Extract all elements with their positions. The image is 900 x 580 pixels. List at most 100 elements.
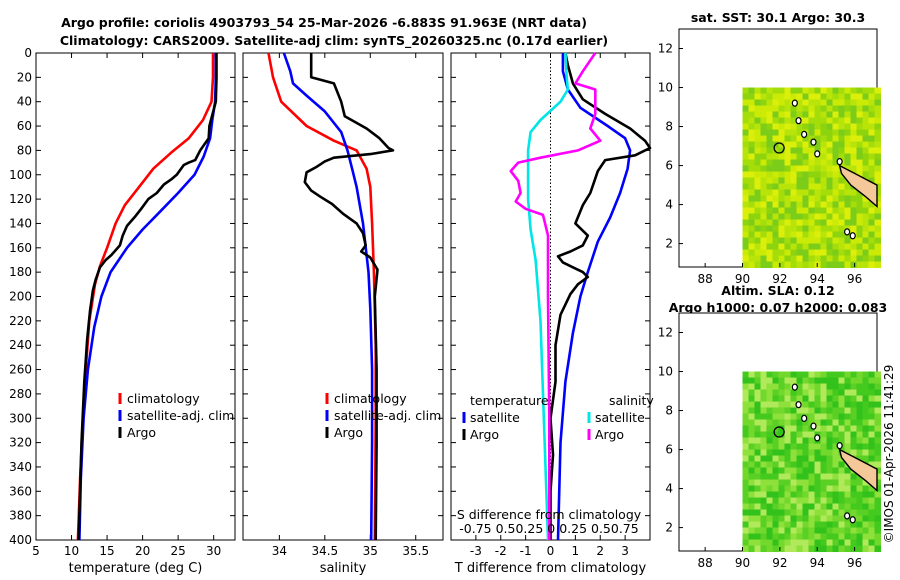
sla_map-field-cell — [820, 527, 828, 535]
sst_map-field-cell — [748, 189, 756, 197]
sla_map-field-cell — [808, 437, 816, 445]
sst_map-field-cell — [778, 129, 786, 137]
sla_map-field-cell — [820, 539, 828, 547]
sst_map-field-cell — [748, 171, 756, 179]
sla_map-field-cell — [796, 407, 804, 415]
sla_map-field-cell — [838, 407, 846, 415]
sst_map-field-cell — [790, 153, 798, 161]
sst_map-field-cell — [772, 255, 780, 263]
sla_map-field-cell — [778, 437, 786, 445]
sla_map-field-cell — [754, 437, 762, 445]
sla_map-field-cell — [862, 455, 870, 463]
sla_map-field-cell — [850, 425, 858, 433]
sst_map-field-cell — [838, 261, 846, 269]
sst_map-field-cell — [742, 153, 750, 161]
sla_map-field-cell — [850, 545, 858, 553]
sst_map-field-cell — [856, 243, 864, 251]
sst_map-field-cell — [796, 165, 804, 173]
sst_map-field-cell — [826, 183, 834, 191]
sla_map-field-cell — [772, 395, 780, 403]
sla_map-field-cell — [856, 515, 864, 523]
sla_map-ytick-label: 8 — [665, 404, 673, 418]
sst_map-field-cell — [838, 231, 846, 239]
sst_map-field-cell — [838, 93, 846, 101]
sst_map-field-cell — [748, 177, 756, 185]
sla_map-field-cell — [766, 491, 774, 499]
sla_map-field-cell — [766, 503, 774, 511]
sla_map-field-cell — [772, 467, 780, 475]
sst_map-island — [849, 232, 856, 240]
sst_map-field-cell — [766, 189, 774, 197]
sst_map-field-cell — [868, 255, 876, 263]
sst_map-field-cell — [868, 87, 876, 95]
sst_map-field-cell — [766, 87, 774, 95]
sla_map-field-cell — [850, 503, 858, 511]
sst_map-field-cell — [802, 237, 810, 245]
sst_map-field-cell — [808, 99, 816, 107]
sla_map-field-cell — [832, 419, 840, 427]
sla_map-field-cell — [766, 449, 774, 457]
sst_map-field-cell — [844, 135, 852, 143]
sst_map-field-cell — [826, 231, 834, 239]
sla_map-field-cell — [820, 371, 828, 379]
sst_map-field-cell — [832, 105, 840, 113]
sla_map-field-cell — [772, 479, 780, 487]
sst_map-field-cell — [844, 153, 852, 161]
sst_map-field-cell — [838, 207, 846, 215]
sla_map-field-cell — [748, 515, 756, 523]
sla_map-field-cell — [874, 431, 882, 439]
sla_map-field-cell — [850, 383, 858, 391]
sla_map-field-cell — [778, 533, 786, 541]
sla_map-field-cell — [850, 485, 858, 493]
sst_map-ytick-label: 4 — [665, 198, 673, 212]
sst_map-field-cell — [796, 99, 804, 107]
sla_map-ytick-label: 10 — [658, 365, 673, 379]
sst_map-field-cell — [850, 255, 858, 263]
sst_map-field-cell — [820, 225, 828, 233]
sst_map-field-cell — [874, 243, 882, 251]
sla_map-field-cell — [796, 509, 804, 517]
sla_map-field-cell — [862, 419, 870, 427]
sla_map-field-cell — [754, 443, 762, 451]
sla_map-field-cell — [874, 479, 882, 487]
sst_map-field-cell — [796, 237, 804, 245]
sst_map-field-cell — [850, 195, 858, 203]
sst_map-field-cell — [778, 189, 786, 197]
sla_map-field-cell — [784, 389, 792, 397]
sst_map-field-cell — [742, 123, 750, 131]
sla_map-field-cell — [766, 413, 774, 421]
sst_map-field-cell — [856, 231, 864, 239]
sst_map-field-cell — [814, 171, 822, 179]
sla_map-field-cell — [874, 539, 882, 547]
sla_map-field-cell — [874, 377, 882, 385]
sst_map-field-cell — [868, 201, 876, 209]
sst_map-field-cell — [844, 159, 852, 167]
sla_map-field-cell — [772, 389, 780, 397]
sla_map-field-cell — [844, 389, 852, 397]
sla_map-field-cell — [790, 545, 798, 553]
sla_map-island — [795, 401, 802, 409]
sst_map-field-cell — [808, 195, 816, 203]
sst_map-field-cell — [748, 135, 756, 143]
sst_map-field-cell — [844, 93, 852, 101]
sla_map-field-cell — [808, 383, 816, 391]
sst_map-field-cell — [742, 165, 750, 173]
sla_map-field-cell — [850, 377, 858, 385]
sst_map-field-cell — [748, 153, 756, 161]
sla_map-field-cell — [754, 509, 762, 517]
sal-series-argo — [303, 53, 395, 541]
sla_map-field-cell — [748, 509, 756, 517]
sla_map-field-cell — [802, 401, 810, 409]
sst_map-field-cell — [868, 99, 876, 107]
sla_map-ytick-label: 4 — [665, 482, 673, 496]
sla_map-field-cell — [790, 443, 798, 451]
sla_map-field-cell — [868, 485, 876, 493]
sst_map-field-cell — [838, 255, 846, 263]
sst_map-field-cell — [808, 231, 816, 239]
sla_map-field-cell — [778, 425, 786, 433]
sla_map-field-cell — [856, 539, 864, 547]
sst_map-field-cell — [790, 255, 798, 263]
sla_map-field-cell — [826, 443, 834, 451]
sst_map-field-cell — [748, 159, 756, 167]
sst_map-island — [801, 130, 808, 138]
